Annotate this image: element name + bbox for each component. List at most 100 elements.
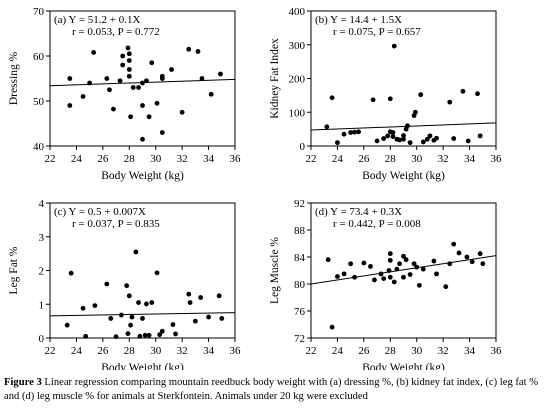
y-tick-label-b-3: 300: [289, 40, 306, 52]
x-tick-label-a-1: 24: [71, 153, 83, 165]
data-point-b-22: [407, 140, 413, 146]
data-point-b-11: [387, 96, 393, 102]
data-point-c-23: [157, 332, 163, 338]
data-point-c-8: [118, 312, 124, 318]
y-tick-label-a-3: 70: [33, 6, 45, 18]
x-tick-label-d-4: 30: [411, 345, 423, 357]
data-point-b-18: [401, 133, 406, 138]
y-tick-label-b-1: 100: [289, 107, 306, 119]
data-point-b-32: [451, 136, 457, 141]
data-point-a-11: [125, 45, 131, 51]
data-point-c-27: [186, 291, 192, 297]
data-point-a-31: [186, 46, 192, 52]
stats-label-a: r = 0.053, P = 0.772: [72, 26, 160, 38]
x-tick-label-c-1: 24: [71, 345, 83, 357]
y-tick-label-d-4: 88: [294, 225, 306, 237]
data-point-d-29: [447, 261, 453, 267]
data-point-d-10: [381, 276, 387, 281]
equation-label-a: (a) Y = 51.2 + 0.1X: [54, 14, 140, 26]
data-point-b-5: [352, 129, 358, 135]
data-point-d-32: [464, 254, 470, 260]
data-point-a-26: [159, 130, 165, 135]
data-point-c-6: [108, 316, 114, 321]
data-point-a-7: [111, 106, 116, 112]
data-point-c-2: [80, 305, 86, 311]
x-tick-label-c-2: 26: [97, 345, 109, 357]
data-point-d-6: [361, 260, 367, 266]
x-tick-label-b-4: 30: [411, 153, 423, 165]
x-tick-label-b-2: 26: [358, 153, 370, 165]
x-tick-label-b-1: 24: [332, 153, 344, 165]
data-point-d-11: [386, 268, 392, 273]
data-point-c-33: [219, 316, 225, 321]
data-point-b-9: [381, 136, 387, 141]
caption-label: Figure 3: [4, 377, 42, 388]
y-axis-title-c: Leg Fat %: [8, 246, 20, 294]
data-point-b-28: [427, 133, 433, 139]
data-point-a-0: [67, 76, 73, 81]
data-point-a-8: [117, 78, 123, 84]
data-point-c-16: [137, 333, 143, 339]
x-axis-title-a: Body Weight (kg): [101, 170, 184, 182]
data-point-d-19: [401, 274, 406, 280]
data-point-d-0: [325, 257, 331, 263]
y-tick-label-c-3: 3: [39, 232, 45, 244]
data-point-a-21: [140, 136, 145, 142]
data-point-b-2: [335, 140, 340, 146]
y-tick-label-d-5: 92: [294, 198, 305, 210]
data-point-a-24: [149, 60, 155, 66]
data-point-d-3: [341, 271, 347, 277]
data-point-c-3: [83, 333, 89, 339]
x-tick-label-b-6: 34: [464, 153, 476, 165]
data-point-b-30: [434, 135, 439, 141]
data-point-d-34: [477, 251, 483, 257]
regression-line-c: [49, 312, 236, 317]
data-point-a-28: [159, 76, 165, 81]
stats-label-b: r = 0.075, P = 0.657: [333, 26, 421, 38]
data-point-d-24: [416, 282, 422, 288]
data-point-a-18: [136, 85, 141, 90]
data-point-b-26: [420, 139, 426, 145]
data-point-d-15: [391, 279, 397, 285]
data-point-b-14: [390, 134, 396, 139]
x-tick-label-d-1: 24: [332, 345, 344, 357]
data-point-c-0: [64, 322, 70, 328]
data-point-b-31: [447, 99, 453, 105]
data-point-a-29: [169, 67, 174, 72]
x-tick-label-d-6: 34: [464, 345, 476, 357]
y-tick-label-a-0: 40: [33, 141, 45, 153]
y-tick-label-c-0: 0: [39, 333, 45, 345]
x-axis-title-d: Body Weight (kg): [362, 362, 445, 370]
data-point-b-6: [356, 129, 361, 135]
x-tick-label-d-2: 26: [358, 345, 370, 357]
y-axis-title-b: Kidney Fat Index: [269, 38, 281, 119]
x-tick-label-c-5: 32: [177, 345, 188, 357]
y-axis-title-a: Dressing %: [8, 51, 20, 105]
data-point-b-7: [370, 97, 376, 103]
data-point-a-32: [195, 49, 201, 54]
data-point-c-28: [187, 300, 193, 305]
panel-d: 22 24 26 28 30 32 34 36 72 76 80 84 88 92 Body Weight …: [269, 198, 502, 370]
data-point-c-32: [216, 293, 222, 299]
data-point-b-27: [424, 136, 430, 142]
data-point-b-17: [397, 137, 402, 143]
data-point-a-9: [120, 62, 126, 68]
x-tick-label-c-4: 30: [150, 345, 162, 357]
x-tick-label-c-6: 34: [203, 345, 215, 357]
data-point-b-19: [401, 136, 406, 142]
equation-label-d: (d) Y = 73.4 + 0.3X: [315, 206, 402, 218]
data-point-c-15: [136, 300, 141, 305]
x-tick-label-a-4: 30: [150, 153, 162, 165]
data-point-c-11: [126, 293, 132, 299]
data-point-d-33: [469, 259, 475, 265]
x-tick-label-c-3: 28: [124, 345, 136, 357]
x-tick-label-d-5: 32: [438, 345, 449, 357]
data-point-d-35: [480, 261, 486, 267]
data-point-d-18: [401, 253, 406, 259]
x-tick-label-a-0: 22: [45, 153, 56, 165]
data-point-a-2: [80, 94, 86, 99]
data-point-c-14: [133, 249, 139, 255]
data-point-b-21: [405, 123, 410, 129]
data-point-a-30: [179, 109, 185, 115]
regression-line-b: [310, 122, 497, 131]
